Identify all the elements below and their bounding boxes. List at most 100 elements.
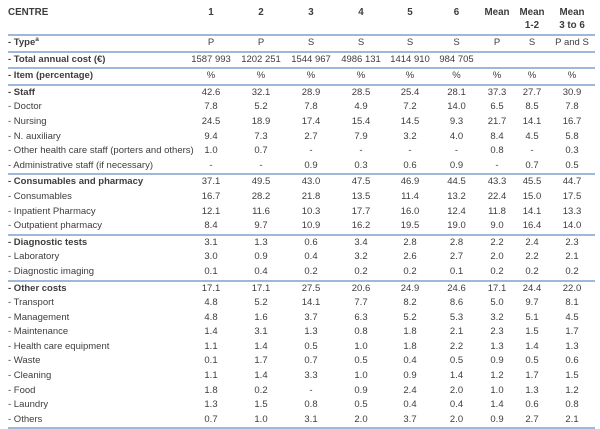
cell: S	[336, 35, 386, 53]
cell: 1.8	[204, 384, 218, 396]
column-header-centre: CENTRE	[8, 4, 186, 36]
column-header-mean-1-2: Mean 1-2	[515, 4, 549, 36]
cell: 1.3	[565, 340, 579, 352]
cell: 8.2	[403, 297, 417, 309]
row-label-health-care-equipment: - Health care equipment	[8, 340, 110, 352]
cell: 5.8	[565, 130, 579, 142]
cell: 8.4	[186, 219, 236, 236]
header-label-line2: 3 to 6	[559, 20, 585, 31]
cell: 0.1	[204, 355, 218, 367]
cell: 0.6	[525, 399, 539, 411]
cell: 1.2	[565, 384, 579, 396]
cell: 1.7	[565, 326, 579, 338]
cell: 0.2	[286, 264, 336, 282]
cell: 2.0	[449, 384, 464, 396]
cell: %	[336, 68, 386, 86]
column-header-5: 5	[386, 4, 434, 36]
row-label-inpatient-pharmacy: - Inpatient Pharmacy	[8, 205, 96, 217]
table-row-staff: - Staff 42.6 32.1 28.9 28.5 25.4 28.1 37.3 27.7 3…	[8, 85, 595, 101]
table-row-n-auxiliary: - N. auxiliary 9.4 7.3 2.7 7.9 3.2 4.0 8.4 4.5 5.…	[8, 130, 595, 145]
cell: 9.7	[525, 297, 539, 309]
table-row-total-annual-cost: - Total annual cost (€) 1587 993 1202 251 1…	[8, 51, 595, 70]
row-label-total-annual-cost: - Total annual cost (€)	[8, 51, 186, 70]
cell: 2.7	[515, 412, 549, 429]
row-label-staff: - Staff	[8, 86, 35, 98]
cell: 1202 251	[236, 51, 286, 70]
cell: 28.2	[251, 190, 271, 202]
cell: 28.9	[301, 86, 321, 98]
row-label-transport: - Transport	[8, 297, 54, 309]
cell: 0.5	[354, 399, 368, 411]
header-label-line1: 3	[308, 7, 314, 18]
cell: 3.1	[286, 412, 336, 429]
cell: 17.7	[351, 205, 371, 217]
row-label-diagnostic-imaging: - Diagnostic imaging	[8, 264, 186, 282]
cell: 0.7	[254, 145, 268, 157]
cell: 4.8	[204, 311, 218, 323]
cell: 1.1	[204, 340, 218, 352]
table-row-other-health-care-staff-porters-and-others: - Other health care staff (porters and o…	[8, 144, 595, 159]
cell: 4.9	[354, 101, 368, 113]
cell: 0.9	[286, 158, 336, 176]
cell: 0.6	[386, 158, 434, 176]
table-row-transport: - Transport 4.8 5.2 14.1 7.7 8.2 8.6 5.0 9.7 8.1	[8, 296, 595, 311]
cell: -	[186, 158, 236, 176]
cell: 1414 910	[386, 51, 434, 70]
cell: 1.3	[254, 236, 268, 248]
cell: 4.5	[525, 130, 539, 142]
cell: 0.4	[449, 399, 464, 411]
cell: 24.6	[447, 282, 466, 294]
table-body: - Typea P P S S S S P S P and S- Total annual cos…	[8, 35, 595, 429]
cell: 1.0	[236, 412, 286, 429]
cell: %	[386, 68, 434, 86]
header-label-line1: Mean	[519, 7, 545, 18]
table-row-management: - Management 4.8 1.6 3.7 6.3 5.2 5.3 3.2 5.1 4.5	[8, 311, 595, 326]
column-header-6: 6	[434, 4, 479, 36]
cell: 3.2	[490, 311, 504, 323]
cell: 3.1	[254, 326, 268, 338]
cell: 24.9	[400, 282, 420, 294]
cell: 14.1	[301, 297, 321, 309]
cell: 5.2	[403, 311, 417, 323]
cell: 5.2	[254, 297, 268, 309]
row-label-doctor: - Doctor	[8, 101, 42, 113]
cell: 2.7	[304, 130, 318, 142]
cell: -	[408, 145, 412, 157]
row-label-waste: - Waste	[8, 355, 41, 367]
cell: 1.5	[525, 326, 539, 338]
cell: 14.0	[447, 101, 466, 113]
cell: 15.4	[351, 115, 371, 127]
cell: 4.8	[204, 297, 218, 309]
row-label-nursing: - Nursing	[8, 115, 47, 127]
header-label-line2: 1-2	[524, 20, 540, 31]
footnote-marker: a	[35, 35, 39, 43]
table-row-consumables: - Consumables 16.7 28.2 21.8 13.5 11.4 13.2 22.…	[8, 190, 595, 205]
cell: 18.9	[251, 115, 271, 127]
cell: 1.4	[449, 370, 464, 382]
cell: -	[479, 158, 515, 176]
row-label-item-percentage: - Item (percentage)	[8, 68, 186, 86]
row-label-other-health-care-staff-porters-and-others: - Other health care staff (porters and o…	[8, 145, 194, 157]
column-header-2: 2	[236, 4, 286, 36]
row-label-administrative-staff-if-necessary: - Administrative staff (if necessary)	[8, 158, 186, 176]
cell: 2.0	[490, 251, 504, 263]
table-row-waste: - Waste 0.1 1.7 0.7 0.5 0.4 0.5 0.9 0.5 0.6	[8, 354, 595, 369]
cell: 3.2	[354, 251, 368, 263]
cell	[549, 51, 595, 70]
cell: 7.8	[304, 101, 318, 113]
row-label-food: - Food	[8, 384, 36, 396]
cell: 12.4	[447, 205, 466, 217]
table-row-food: - Food 1.8 0.2 - 0.9 2.4 2.0 1.0 1.3 1.2	[8, 384, 595, 399]
cell: 20.6	[351, 282, 371, 294]
header-label-line1: Mean	[484, 7, 510, 18]
table-row-inpatient-pharmacy: - Inpatient Pharmacy 12.1 11.6 10.3 17.7 16.0…	[8, 205, 595, 220]
cell: 1.6	[254, 311, 268, 323]
table-row-outpatient-pharmacy: - Outpatient pharmacy 8.4 9.7 10.9 16.2 19.5 1…	[8, 219, 595, 236]
cell: 0.7	[515, 158, 549, 176]
cell: 0.9	[490, 355, 504, 367]
cell: 2.8	[449, 236, 464, 248]
cell: 1.4	[525, 340, 539, 352]
column-header-1: 1	[186, 4, 236, 36]
cell: S	[286, 35, 336, 53]
